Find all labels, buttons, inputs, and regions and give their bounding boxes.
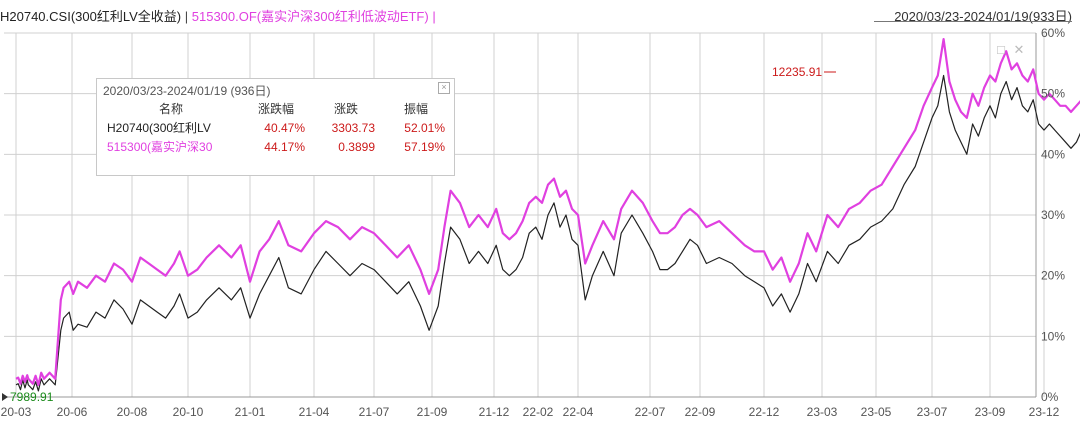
- x-tick-label: 20-06: [57, 405, 88, 419]
- row-change: 3303.73: [331, 120, 375, 135]
- y-tick-label: 60%: [1041, 26, 1065, 40]
- x-tick-label: 21-04: [299, 405, 330, 419]
- row-change: 0.3899: [338, 139, 375, 154]
- title-separator-2: |: [432, 9, 436, 24]
- col-name: 名称: [158, 102, 183, 116]
- col-change: 涨跌: [333, 102, 358, 116]
- x-tick-label: 23-05: [861, 405, 892, 419]
- y-tick-label: 0%: [1041, 390, 1059, 404]
- y-tick-label: 50%: [1041, 87, 1065, 101]
- maximize-icon[interactable]: □: [997, 42, 1005, 57]
- y-tick-label: 20%: [1041, 269, 1065, 283]
- x-tick-label: 21-07: [359, 405, 390, 419]
- date-range-label[interactable]: 2020/03/23-2024/01/19(933日): [894, 9, 1072, 24]
- row-name: H20740(300红利LV: [107, 121, 211, 135]
- col-amplitude: 振幅: [403, 102, 428, 116]
- x-tick-label: 21-12: [479, 405, 510, 419]
- stats-table: 名称 涨跌幅 涨跌 振幅 H20740(300红利LV 40.47% 3303.…: [101, 99, 451, 156]
- row-pct: 44.17%: [264, 139, 305, 154]
- close-icon[interactable]: ✕: [1013, 42, 1025, 57]
- stats-panel-header: 2020/03/23-2024/01/19 (936日): [103, 84, 271, 98]
- row-amplitude: 57.19%: [404, 139, 445, 154]
- x-tick-label: 23-07: [917, 405, 948, 419]
- max-value-label: 12235.91: [772, 65, 822, 79]
- stats-header-row: 名称 涨跌幅 涨跌 振幅: [101, 99, 451, 118]
- y-tick-label: 10%: [1041, 329, 1065, 343]
- x-tick-label: 22-12: [749, 405, 780, 419]
- row-pct: 40.47%: [264, 120, 305, 135]
- row-name: 515300(嘉实沪深30: [107, 140, 213, 154]
- tick-labels: 0% 10% 20% 30% 40% 50% 60% 20-03 20-06 20-08 20-10…: [1, 26, 1066, 419]
- x-tick-label: 21-01: [235, 405, 266, 419]
- title-separator: |: [184, 9, 189, 24]
- axes: [4, 33, 1037, 398]
- y-tick-label: 30%: [1041, 208, 1065, 222]
- series-line-515300: [15, 37, 1080, 386]
- x-tick-label: 22-09: [685, 405, 716, 419]
- row-amplitude: 52.01%: [404, 120, 445, 135]
- col-pct: 涨跌幅: [257, 102, 294, 116]
- series2-title[interactable]: 515300.OF(嘉实沪深300红利低波动ETF): [191, 9, 429, 24]
- chart-header: H20740.CSI(300红利LV全收益) | 515300.OF(嘉实沪深3…: [0, 0, 1080, 26]
- series-line-h20740: [15, 74, 1080, 392]
- x-tick-label: 22-07: [635, 405, 666, 419]
- x-tick-label: 22-02: [523, 405, 554, 419]
- panel-window-buttons: □ ✕: [994, 41, 1030, 57]
- x-tick-label: 20-10: [173, 405, 204, 419]
- stats-panel[interactable]: 2020/03/23-2024/01/19 (936日) × 名称 涨跌幅 涨跌…: [96, 78, 455, 176]
- x-tick-label: 23-03: [807, 405, 838, 419]
- series1-title[interactable]: H20740.CSI(300红利LV全收益): [0, 9, 182, 24]
- stats-row[interactable]: H20740(300红利LV 40.47% 3303.73 52.01%: [101, 118, 451, 137]
- header-titles: H20740.CSI(300红利LV全收益) | 515300.OF(嘉实沪深3…: [0, 6, 436, 25]
- stats-close-icon[interactable]: ×: [438, 82, 450, 94]
- series-lines: [15, 37, 1080, 392]
- x-tick-label: 21-09: [417, 405, 448, 419]
- x-tick-label: 22-04: [563, 405, 594, 419]
- x-tick-label: 23-12: [1029, 405, 1060, 419]
- x-tick-label: 23-09: [975, 405, 1006, 419]
- stats-row[interactable]: 515300(嘉实沪深30 44.17% 0.3899 57.19%: [101, 137, 451, 156]
- y-tick-label: 40%: [1041, 147, 1065, 161]
- min-value-label: 7989.91: [10, 390, 54, 404]
- x-tick-label: 20-08: [117, 405, 148, 419]
- date-range-underline: [874, 21, 1072, 22]
- x-tick-label: 20-03: [1, 405, 32, 419]
- min-marker-icon: [2, 393, 8, 401]
- annotations: 12235.91 7989.91: [2, 65, 836, 404]
